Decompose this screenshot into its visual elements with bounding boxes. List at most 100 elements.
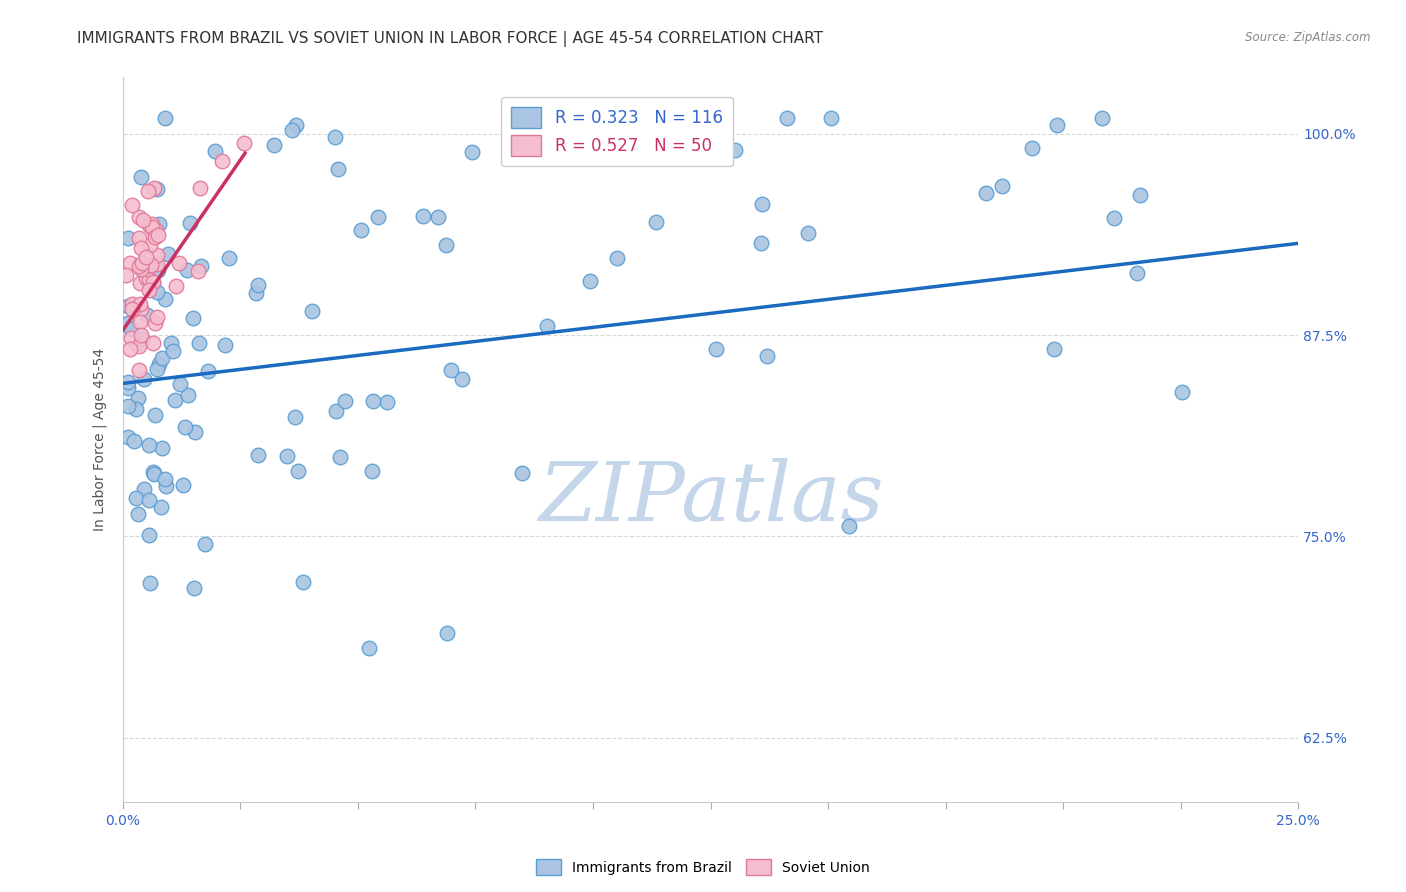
Point: [163, 392, 186, 407]
Point: [628, 111, 651, 125]
Point: [704, 342, 727, 356]
Point: [141, 218, 163, 232]
Point: [326, 161, 349, 176]
Point: [125, 402, 148, 417]
Point: [117, 316, 139, 330]
Point: [146, 285, 169, 300]
Point: [176, 263, 198, 277]
Point: [285, 119, 308, 133]
Point: [122, 434, 145, 448]
Point: [142, 467, 165, 481]
Point: [218, 251, 240, 265]
Point: [142, 222, 165, 236]
Text: ZIPatlas: ZIPatlas: [538, 458, 883, 538]
Point: [129, 301, 152, 316]
Point: [1021, 141, 1043, 155]
Point: [247, 277, 270, 292]
Point: [148, 227, 170, 242]
Point: [536, 319, 558, 334]
Point: [165, 279, 187, 293]
Point: [136, 259, 159, 273]
Point: [211, 154, 233, 169]
Point: [412, 209, 434, 223]
Point: [323, 130, 346, 145]
Point: [991, 178, 1014, 193]
Point: [284, 410, 307, 425]
Point: [350, 223, 373, 237]
Point: [129, 169, 152, 184]
Point: [375, 395, 398, 409]
Point: [153, 292, 176, 306]
Point: [1042, 343, 1064, 357]
Point: [143, 409, 166, 423]
Point: [461, 145, 484, 160]
Point: [150, 351, 173, 365]
Point: [153, 472, 176, 486]
Point: [159, 336, 181, 351]
Point: [263, 137, 285, 152]
Point: [120, 331, 142, 345]
Text: Source: ZipAtlas.com: Source: ZipAtlas.com: [1246, 31, 1371, 45]
Point: [367, 210, 389, 224]
Point: [176, 388, 198, 402]
Point: [291, 574, 314, 589]
Point: [128, 363, 150, 377]
Point: [188, 335, 211, 350]
Point: [149, 500, 172, 515]
Point: [724, 143, 747, 157]
Point: [143, 181, 166, 195]
Legend: Immigrants from Brazil, Soviet Union: Immigrants from Brazil, Soviet Union: [530, 854, 876, 880]
Point: [172, 478, 194, 492]
Point: [117, 399, 139, 413]
Point: [120, 321, 142, 335]
Point: [156, 246, 179, 260]
Legend: R = 0.323   N = 116, R = 0.527   N = 50: R = 0.323 N = 116, R = 0.527 N = 50: [502, 96, 733, 166]
Point: [117, 381, 139, 395]
Point: [139, 258, 162, 272]
Point: [131, 262, 153, 277]
Point: [1046, 118, 1069, 132]
Point: [129, 336, 152, 351]
Point: [146, 182, 169, 196]
Point: [146, 310, 169, 324]
Point: [155, 479, 177, 493]
Point: [190, 260, 212, 274]
Point: [148, 217, 170, 231]
Point: [329, 450, 352, 465]
Point: [128, 210, 150, 224]
Point: [132, 212, 155, 227]
Point: [281, 122, 304, 136]
Point: [751, 197, 773, 211]
Point: [138, 238, 160, 252]
Point: [129, 297, 152, 311]
Point: [129, 241, 152, 255]
Point: [143, 229, 166, 244]
Point: [776, 111, 799, 125]
Point: [184, 425, 207, 439]
Point: [181, 311, 204, 326]
Point: [450, 372, 472, 386]
Point: [131, 332, 153, 346]
Point: [974, 186, 997, 200]
Point: [427, 210, 450, 224]
Point: [141, 220, 163, 235]
Point: [150, 442, 173, 456]
Point: [510, 467, 533, 481]
Point: [214, 338, 236, 352]
Point: [1126, 266, 1149, 280]
Point: [183, 581, 205, 595]
Point: [143, 467, 166, 482]
Point: [138, 438, 160, 452]
Point: [131, 328, 153, 343]
Point: [749, 235, 772, 250]
Point: [605, 251, 627, 265]
Point: [276, 449, 298, 463]
Point: [138, 283, 160, 297]
Point: [127, 391, 149, 405]
Point: [359, 641, 381, 656]
Point: [143, 316, 166, 330]
Point: [125, 491, 148, 506]
Point: [333, 393, 356, 408]
Point: [114, 268, 136, 282]
Point: [142, 336, 165, 351]
